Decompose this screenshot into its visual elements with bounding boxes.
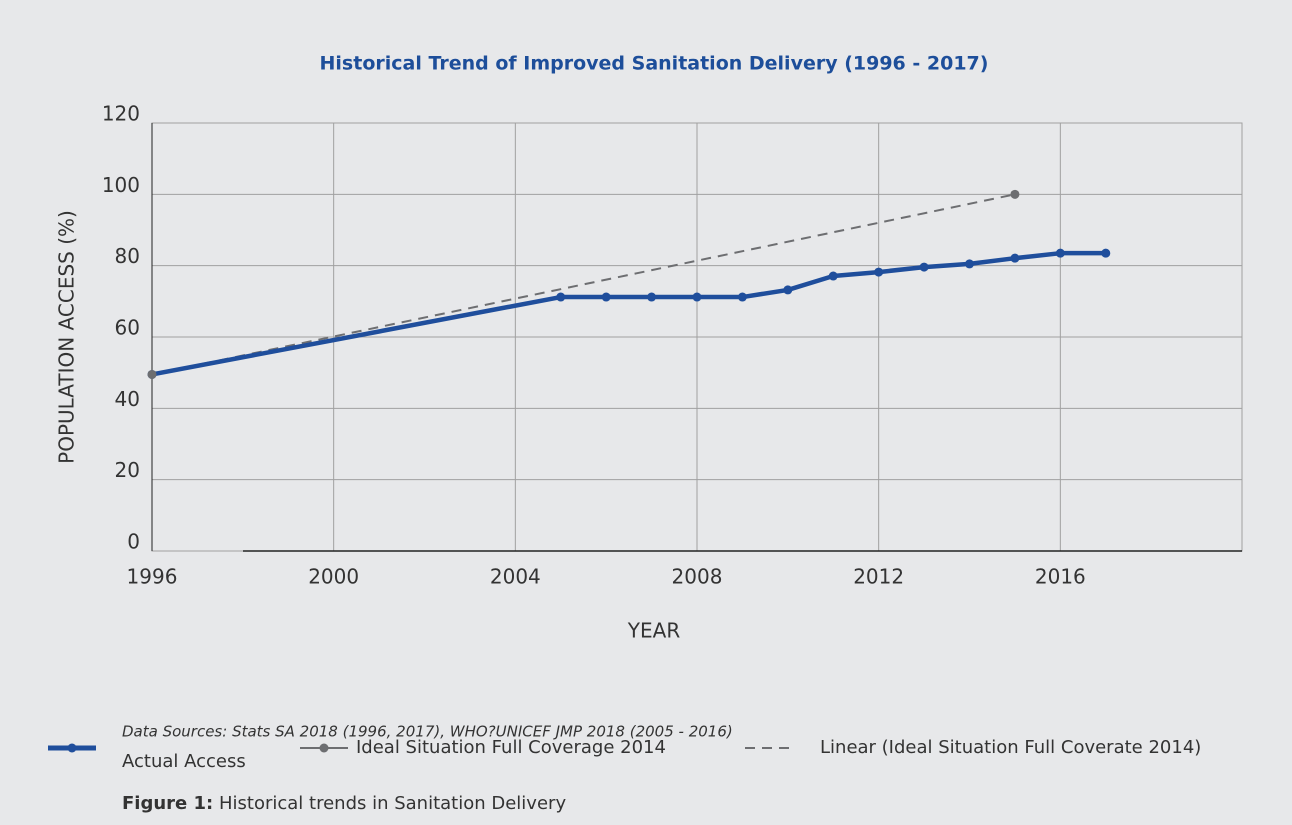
y-tick-label: 20: [115, 458, 140, 482]
x-tick-label: 2004: [490, 565, 541, 589]
caption-text: Historical trends in Sanitation Delivery: [219, 793, 566, 814]
y-tick-label: 0: [127, 530, 140, 554]
legend-marker: [67, 743, 77, 753]
y-tick-label: 60: [115, 316, 140, 340]
x-tick-label: 2008: [672, 565, 723, 589]
data-point: [1010, 253, 1020, 263]
series-line: [151, 193, 1016, 376]
data-point: [737, 292, 747, 302]
data-point: [1010, 189, 1020, 199]
data-point: [919, 262, 929, 272]
data-point: [556, 292, 566, 302]
data-point: [1101, 248, 1111, 258]
data-point: [828, 271, 838, 281]
y-axis-label: POPULATION ACCESS (%): [55, 210, 79, 464]
data-point: [692, 292, 702, 302]
legend-marker: [319, 743, 329, 753]
series-line: [151, 250, 1106, 377]
x-tick-label: 2016: [1035, 565, 1086, 589]
x-axis-label: YEAR: [627, 619, 681, 643]
x-tick-label: 2012: [853, 565, 904, 589]
data-point: [783, 285, 793, 295]
legend-label: Linear (Ideal Situation Full Coverate 20…: [820, 737, 1201, 758]
y-tick-label: 80: [115, 244, 140, 268]
y-tick-label: 100: [102, 173, 140, 197]
data-point: [147, 369, 157, 379]
data-point: [965, 259, 974, 269]
y-tick-label: 120: [102, 102, 140, 126]
x-tick-label: 1996: [127, 565, 178, 589]
figure-caption: Figure 1: Historical trends in Sanitatio…: [122, 793, 566, 814]
caption-label: Figure 1:: [122, 793, 213, 814]
data-point: [601, 292, 611, 302]
source-note: Data Sources: Stats SA 2018 (1996, 2017)…: [122, 723, 733, 741]
data-point: [874, 267, 884, 277]
y-tick-label: 40: [115, 387, 140, 411]
legend-label: Ideal Situation Full Coverage 2014: [356, 737, 666, 758]
x-tick-label: 2000: [308, 565, 359, 589]
data-point: [1055, 248, 1065, 258]
chart-title: Historical Trend of Improved Sanitation …: [320, 53, 989, 75]
data-point: [647, 292, 657, 302]
legend-label: Actual Access: [122, 751, 246, 772]
